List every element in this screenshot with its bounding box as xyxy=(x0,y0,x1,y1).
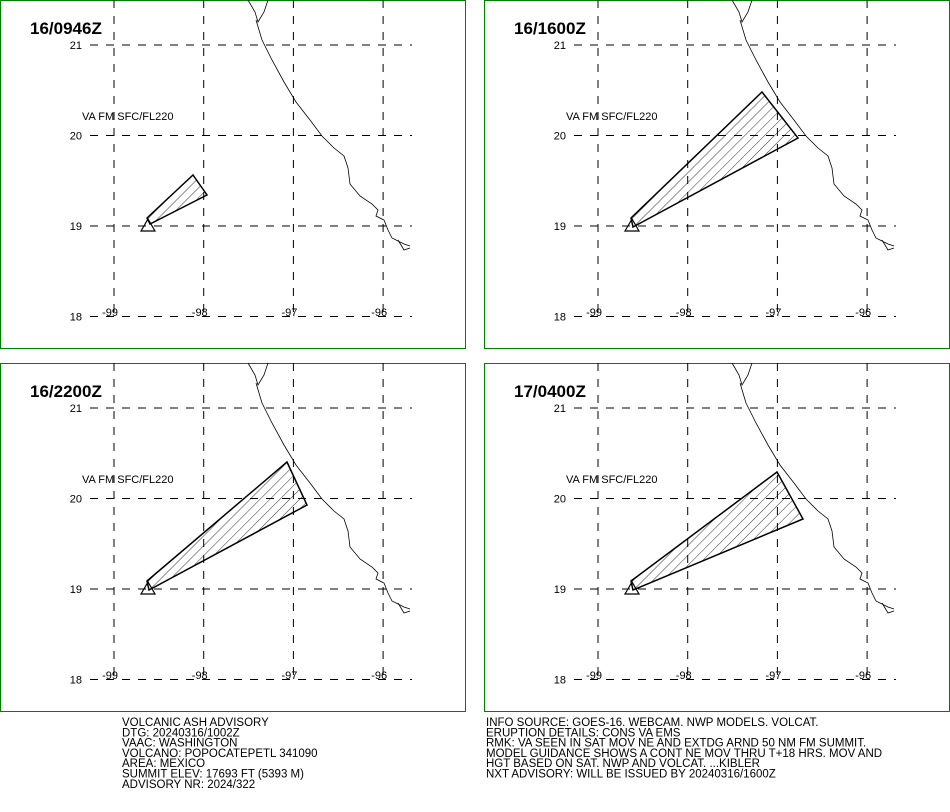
lon-label: -99 xyxy=(102,670,118,682)
lat-label: 20 xyxy=(70,131,82,143)
advisory-line: DTG: 20240316/1002Z xyxy=(122,727,240,739)
lat-label: 20 xyxy=(554,494,566,506)
lat-label: 18 xyxy=(70,312,82,324)
lat-label: 18 xyxy=(70,675,82,687)
volcano-symbol xyxy=(139,580,157,595)
lon-label: -97 xyxy=(765,670,781,682)
ash-cloud xyxy=(146,173,209,226)
panel-time: 16/2200Z xyxy=(30,382,102,401)
lon-label: -97 xyxy=(281,307,297,319)
volcano-symbol xyxy=(139,217,157,232)
map-clip xyxy=(247,362,411,614)
map-clip xyxy=(731,0,895,251)
lat-label: 20 xyxy=(70,494,82,506)
ash-label: VA FM SFC/FL220 xyxy=(82,111,174,123)
lat-label: 19 xyxy=(70,584,82,596)
lat-label: 21 xyxy=(70,40,82,52)
lon-label: -96 xyxy=(371,670,387,682)
advisory-line: RMK: VA SEEN IN SAT MOV NE AND EXTDG ARN… xyxy=(486,738,866,750)
lon-label: -97 xyxy=(765,307,781,319)
coastline xyxy=(247,0,411,251)
lon-label: -96 xyxy=(855,670,871,682)
coastline xyxy=(731,362,895,614)
lat-label: 21 xyxy=(554,403,566,415)
map-panel: 21 20 19 18 -99 -98 -97 -96 16/2200Z VA FM SFC/FL… xyxy=(0,362,466,712)
lon-label: -98 xyxy=(192,670,208,682)
panel-time: 16/0946Z xyxy=(30,19,102,38)
ash-label: VA FM SFC/FL220 xyxy=(566,474,658,486)
volcano-symbol xyxy=(623,580,641,595)
lon-label: -99 xyxy=(102,307,118,319)
lat-label: 20 xyxy=(554,131,566,143)
panel-border xyxy=(0,0,466,349)
lat-label: 19 xyxy=(554,584,566,596)
advisory-line: INFO SOURCE: GOES-16. WEBCAM. NWP MODELS… xyxy=(486,717,819,729)
lat-label: 19 xyxy=(70,221,82,233)
lat-label: 18 xyxy=(554,312,566,324)
advisory-line: ERUPTION DETAILS: CONS VA EMS xyxy=(486,727,681,739)
map-clip xyxy=(731,362,895,614)
lon-label: -99 xyxy=(586,307,602,319)
map-clip xyxy=(247,0,411,251)
lat-label: 21 xyxy=(70,403,82,415)
coastline xyxy=(247,362,411,614)
ash-cloud xyxy=(630,90,800,229)
map-panel: 21 20 19 18 -99 -98 -97 -96 16/1600Z VA FM SFC/FL… xyxy=(484,0,950,349)
map-panel: 21 20 19 18 -99 -98 -97 -96 16/0946Z VA FM SFC/FL… xyxy=(0,0,466,349)
advisory-line: VOLCANIC ASH ADVISORY xyxy=(122,717,269,729)
ash-cloud xyxy=(630,470,805,592)
advisory-line: ADVISORY NR: 2024/322 xyxy=(122,779,255,791)
lat-label: 21 xyxy=(554,40,566,52)
coastline xyxy=(731,0,895,251)
lon-label: -98 xyxy=(676,670,692,682)
ash-label: VA FM SFC/FL220 xyxy=(82,474,174,486)
lon-label: -96 xyxy=(371,307,387,319)
lon-label: -97 xyxy=(281,670,297,682)
lon-label: -98 xyxy=(676,307,692,319)
advisory-line: HGT BASED ON SAT. NWP AND VOLCAT. ...KIB… xyxy=(486,758,760,770)
panel-time: 16/1600Z xyxy=(514,19,586,38)
lon-label: -96 xyxy=(855,307,871,319)
ash-label: VA FM SFC/FL220 xyxy=(566,111,658,123)
advisory-line: VAAC: WASHINGTON xyxy=(122,738,237,750)
panel-time: 17/0400Z xyxy=(514,382,586,401)
lat-label: 18 xyxy=(554,675,566,687)
advisory-line: VOLCANO: POPOCATEPETL 341090 xyxy=(122,748,318,760)
advisory-line: SUMMIT ELEV: 17693 FT (5393 M) xyxy=(122,769,304,781)
lat-label: 19 xyxy=(554,221,566,233)
volcano-symbol xyxy=(623,217,641,232)
map-panel: 21 20 19 18 -99 -98 -97 -96 17/0400Z VA FM SFC/FL… xyxy=(484,362,950,712)
advisory-line: AREA: MEXICO xyxy=(122,758,205,770)
advisory-line: NXT ADVISORY: WILL BE ISSUED BY 20240316… xyxy=(486,769,776,781)
ash-cloud xyxy=(146,460,308,592)
advisory-line: MODEL GUIDANCE SHOWS A CONT NE MOV THRU … xyxy=(486,748,882,760)
lon-label: -99 xyxy=(586,670,602,682)
lon-label: -98 xyxy=(192,307,208,319)
